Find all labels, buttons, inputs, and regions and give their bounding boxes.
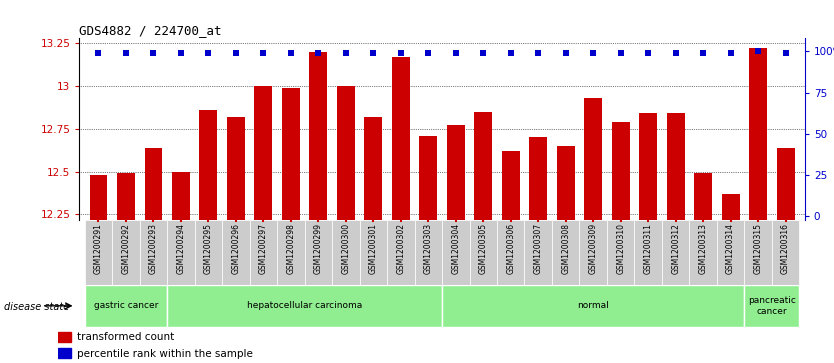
Text: disease state: disease state <box>4 302 69 312</box>
Bar <box>420 136 437 220</box>
Text: GSM1200313: GSM1200313 <box>699 223 707 274</box>
Text: normal: normal <box>577 301 609 310</box>
Text: gastric cancer: gastric cancer <box>93 301 158 310</box>
Bar <box>414 220 442 285</box>
Bar <box>585 98 602 220</box>
Text: GSM1200302: GSM1200302 <box>396 223 405 274</box>
Text: GSM1200311: GSM1200311 <box>644 223 653 274</box>
Text: GSM1200292: GSM1200292 <box>122 223 130 274</box>
Bar <box>304 220 332 285</box>
Text: GSM1200294: GSM1200294 <box>177 223 185 274</box>
Text: GSM1200304: GSM1200304 <box>451 223 460 274</box>
Bar <box>530 138 547 220</box>
Bar <box>117 174 135 220</box>
Text: GSM1200315: GSM1200315 <box>754 223 762 274</box>
Bar <box>470 220 497 285</box>
Text: GSM1200293: GSM1200293 <box>149 223 158 274</box>
Bar <box>332 220 359 285</box>
Bar <box>607 220 635 285</box>
Bar <box>497 220 525 285</box>
Bar <box>635 220 662 285</box>
Text: GSM1200314: GSM1200314 <box>726 223 735 274</box>
Bar <box>611 122 630 220</box>
Text: GSM1200299: GSM1200299 <box>314 223 323 274</box>
Text: GSM1200301: GSM1200301 <box>369 223 378 274</box>
Bar <box>744 220 771 285</box>
Bar <box>666 114 685 220</box>
Text: GSM1200296: GSM1200296 <box>231 223 240 274</box>
Bar <box>771 220 799 285</box>
Text: GSM1200306: GSM1200306 <box>506 223 515 274</box>
Bar <box>172 172 190 220</box>
Text: GDS4882 / 224700_at: GDS4882 / 224700_at <box>79 24 222 37</box>
Bar <box>167 220 194 285</box>
Text: percentile rank within the sample: percentile rank within the sample <box>78 348 253 359</box>
Bar <box>502 151 520 220</box>
Text: GSM1200291: GSM1200291 <box>94 223 103 274</box>
Bar <box>144 148 163 220</box>
Bar <box>475 112 492 220</box>
Bar <box>557 146 575 220</box>
Bar <box>194 220 222 285</box>
Bar <box>58 332 71 342</box>
Bar <box>364 117 382 220</box>
Bar <box>58 348 71 359</box>
Text: GSM1200307: GSM1200307 <box>534 223 543 274</box>
Text: GSM1200303: GSM1200303 <box>424 223 433 274</box>
Text: GSM1200312: GSM1200312 <box>671 223 681 274</box>
Bar <box>309 52 327 220</box>
Text: transformed count: transformed count <box>78 332 174 342</box>
Bar <box>749 48 767 220</box>
Bar <box>552 220 580 285</box>
Bar <box>442 285 744 327</box>
Bar <box>744 285 799 327</box>
Text: GSM1200308: GSM1200308 <box>561 223 570 274</box>
Bar <box>139 220 167 285</box>
Text: GSM1200295: GSM1200295 <box>203 223 213 274</box>
Text: GSM1200316: GSM1200316 <box>781 223 790 274</box>
Text: GSM1200297: GSM1200297 <box>259 223 268 274</box>
Bar <box>282 88 299 220</box>
Bar <box>277 220 304 285</box>
Bar <box>442 220 470 285</box>
Bar <box>690 220 717 285</box>
Bar <box>199 110 218 220</box>
Bar <box>717 220 744 285</box>
Bar <box>721 194 740 220</box>
Bar <box>85 285 167 327</box>
Text: GSM1200310: GSM1200310 <box>616 223 626 274</box>
Bar <box>254 86 273 220</box>
Bar <box>694 174 712 220</box>
Bar <box>227 117 245 220</box>
Bar <box>447 126 465 220</box>
Bar <box>85 220 113 285</box>
Bar <box>387 220 414 285</box>
Bar <box>662 220 690 285</box>
Bar <box>525 220 552 285</box>
Bar <box>167 285 442 327</box>
Bar <box>776 148 795 220</box>
Bar <box>249 220 277 285</box>
Bar <box>337 86 354 220</box>
Text: pancreatic
cancer: pancreatic cancer <box>748 296 796 315</box>
Bar <box>222 220 249 285</box>
Text: GSM1200309: GSM1200309 <box>589 223 598 274</box>
Bar <box>113 220 139 285</box>
Text: GSM1200300: GSM1200300 <box>341 223 350 274</box>
Text: GSM1200298: GSM1200298 <box>286 223 295 274</box>
Text: hepatocellular carcinoma: hepatocellular carcinoma <box>247 301 362 310</box>
Bar <box>359 220 387 285</box>
Bar <box>392 57 409 220</box>
Bar <box>89 175 108 220</box>
Text: GSM1200305: GSM1200305 <box>479 223 488 274</box>
Bar <box>580 220 607 285</box>
Bar <box>639 114 657 220</box>
